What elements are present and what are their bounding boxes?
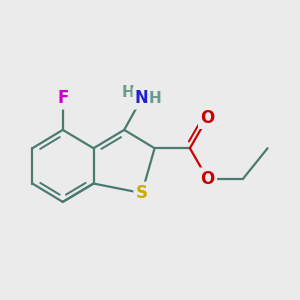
Text: O: O [200, 109, 215, 127]
Text: H: H [149, 91, 162, 106]
Text: O: O [200, 170, 215, 188]
Text: S: S [136, 184, 148, 202]
Text: N: N [135, 89, 149, 107]
Text: F: F [57, 89, 68, 107]
Text: H: H [122, 85, 135, 100]
